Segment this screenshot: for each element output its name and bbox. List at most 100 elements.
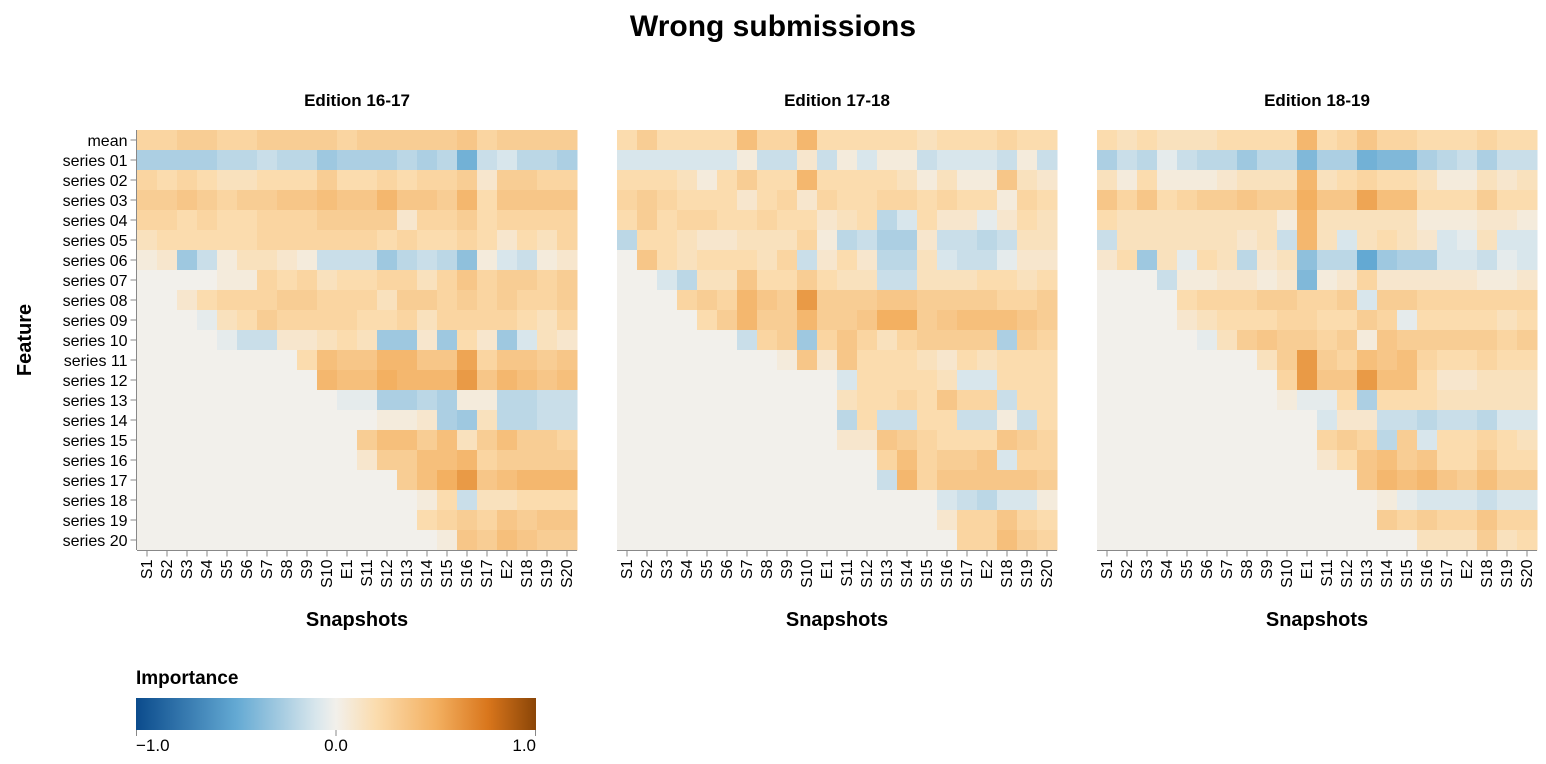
heatmap-cell — [357, 530, 378, 551]
heatmap-cell — [797, 350, 818, 371]
heatmap-cell — [1437, 530, 1458, 551]
heatmap-cell — [1497, 230, 1518, 251]
heatmap-cell — [457, 270, 478, 291]
heatmap-cell — [317, 510, 338, 531]
heatmap-cell — [977, 330, 998, 351]
heatmap-cell — [817, 150, 838, 171]
heatmap-cell — [977, 310, 998, 331]
x-tick-label: S12 — [379, 559, 396, 588]
heatmap-cell — [1157, 330, 1178, 351]
heatmap-cell — [697, 130, 718, 151]
x-tick-label: S12 — [1339, 559, 1356, 588]
heatmap-cell — [1457, 350, 1478, 371]
heatmap-cell — [437, 230, 458, 251]
heatmap-cell — [657, 470, 678, 491]
heatmap-cell — [917, 390, 938, 411]
heatmap-cell — [277, 130, 298, 151]
heatmap-cell — [1277, 450, 1298, 471]
heatmap-cell — [1157, 290, 1178, 311]
heatmap-cell — [157, 410, 178, 431]
heatmap-cell — [437, 490, 458, 511]
heatmap-cell — [1437, 210, 1458, 231]
heatmap-cell — [277, 230, 298, 251]
heatmap-cell — [937, 370, 958, 391]
heatmap-cell — [377, 390, 398, 411]
heatmap-cell — [1337, 430, 1358, 451]
heatmap-cell — [497, 250, 518, 271]
heatmap-cell — [837, 510, 858, 531]
heatmap-cell — [917, 510, 938, 531]
heatmap-cell — [917, 470, 938, 491]
heatmap-cell — [1117, 290, 1138, 311]
heatmap-cell — [1317, 150, 1338, 171]
heatmap-cell — [1397, 130, 1418, 151]
heatmap-cell — [1277, 310, 1298, 331]
heatmap-cell — [257, 330, 278, 351]
heatmap-cell — [277, 330, 298, 351]
heatmap-cell — [697, 410, 718, 431]
heatmap-cell — [1237, 390, 1258, 411]
heatmap-cell — [737, 370, 758, 391]
heatmap-cell — [937, 210, 958, 231]
heatmap-cell — [1457, 190, 1478, 211]
heatmap-cell — [377, 290, 398, 311]
heatmap-cell — [637, 190, 658, 211]
heatmap-cell — [857, 350, 878, 371]
heatmap-cell — [1297, 150, 1318, 171]
heatmap-cell — [1097, 470, 1118, 491]
heatmap-cell — [1157, 210, 1178, 231]
heatmap-cell — [557, 530, 578, 551]
x-tick-label: S9 — [299, 559, 316, 579]
heatmap-cell — [1497, 210, 1518, 231]
heatmap-cell — [1317, 370, 1338, 391]
heatmap-cell — [157, 510, 178, 531]
legend-tick-label-min: −1.0 — [136, 736, 170, 755]
heatmap-cell — [1137, 270, 1158, 291]
heatmap-cell — [657, 430, 678, 451]
heatmap-cell — [257, 430, 278, 451]
heatmap-cell — [977, 190, 998, 211]
heatmap-cell — [997, 250, 1018, 271]
heatmap-cell — [457, 350, 478, 371]
heatmap-cell — [897, 330, 918, 351]
heatmap-cell — [1357, 130, 1378, 151]
heatmap-cell — [697, 230, 718, 251]
heatmap-cell — [457, 510, 478, 531]
heatmap-cell — [657, 390, 678, 411]
heatmap-cell — [277, 490, 298, 511]
heatmap-cell — [417, 170, 438, 191]
heatmap-cell — [617, 370, 638, 391]
heatmap-cell — [517, 290, 538, 311]
heatmap-cell — [797, 210, 818, 231]
y-tick-label: series 16 — [63, 453, 128, 470]
heatmap-cell — [197, 190, 218, 211]
heatmap-cell — [1417, 410, 1438, 431]
heatmap-cell — [317, 290, 338, 311]
y-tick-label: series 15 — [63, 433, 128, 450]
heatmap-cell — [1197, 470, 1218, 491]
heatmap-cell — [777, 350, 798, 371]
heatmap-cell — [957, 410, 978, 431]
heatmap-cell — [417, 150, 438, 171]
heatmap-cell — [757, 370, 778, 391]
heatmap-cell — [1137, 130, 1158, 151]
heatmap-cell — [1457, 510, 1478, 531]
heatmap-cell — [197, 510, 218, 531]
heatmap-cell — [977, 510, 998, 531]
heatmap-cell — [1097, 330, 1118, 351]
heatmap-cell — [257, 270, 278, 291]
heatmap-cell — [897, 310, 918, 331]
heatmap-cell — [737, 150, 758, 171]
heatmap-cell — [757, 150, 778, 171]
heatmap-cell — [697, 170, 718, 191]
heatmap-cell — [1477, 410, 1498, 431]
heatmap-cell — [1017, 230, 1038, 251]
heatmap-cell — [737, 210, 758, 231]
heatmap-cell — [257, 190, 278, 211]
heatmap-cell — [737, 430, 758, 451]
heatmap-cell — [237, 230, 258, 251]
heatmap-cell — [157, 150, 178, 171]
heatmap-cell — [1177, 290, 1198, 311]
heatmap-cell — [177, 210, 198, 231]
